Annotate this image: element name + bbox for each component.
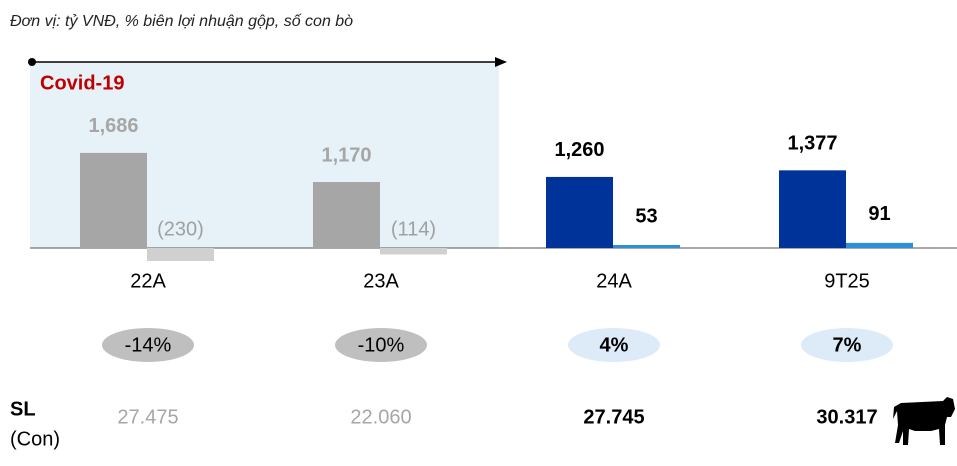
herd-value: 22.060 <box>350 406 411 428</box>
bar <box>313 182 380 248</box>
x-tick-label: 9T25 <box>824 270 870 292</box>
subtitle: Đơn vị: tỷ VNĐ, % biên lợi nhuận gộp, số… <box>10 13 353 30</box>
arrow-head <box>495 57 507 67</box>
x-tick-label: 24A <box>596 270 632 292</box>
margin-pill <box>102 328 194 362</box>
bar <box>846 242 913 248</box>
margin-label: -10% <box>358 334 405 356</box>
herd-value: 30.317 <box>816 406 877 428</box>
bar <box>380 248 447 255</box>
bar <box>779 170 846 248</box>
value-label: 91 <box>868 203 890 225</box>
herd-value: 27.745 <box>583 406 644 428</box>
bar <box>80 152 147 248</box>
value-label: 1,686 <box>88 115 138 137</box>
herd-value: 27.475 <box>117 406 178 428</box>
value-label: (114) <box>391 218 436 240</box>
value-label: 1,170 <box>321 144 371 166</box>
margin-label: 7% <box>833 334 862 356</box>
bar <box>613 245 680 248</box>
value-label: 1,260 <box>554 139 604 161</box>
bar <box>546 176 613 248</box>
margin-pill <box>568 328 660 362</box>
value-label: 53 <box>635 205 657 227</box>
cow-icon <box>893 397 955 445</box>
x-tick-label: 22A <box>130 270 166 292</box>
value-label: (230) <box>157 218 204 240</box>
herd-unit: (Con) <box>10 428 60 450</box>
margin-label: 4% <box>600 334 629 356</box>
bar <box>147 248 214 261</box>
annotation: Covid-19 <box>40 72 124 94</box>
margin-pill <box>801 328 893 362</box>
margin-pill <box>335 328 427 362</box>
x-tick-label: 23A <box>363 270 399 292</box>
margin-label: -14% <box>125 334 172 356</box>
value-label: 1,377 <box>787 133 837 155</box>
herd-label: SL <box>10 398 36 420</box>
arrow-dot <box>28 58 36 66</box>
